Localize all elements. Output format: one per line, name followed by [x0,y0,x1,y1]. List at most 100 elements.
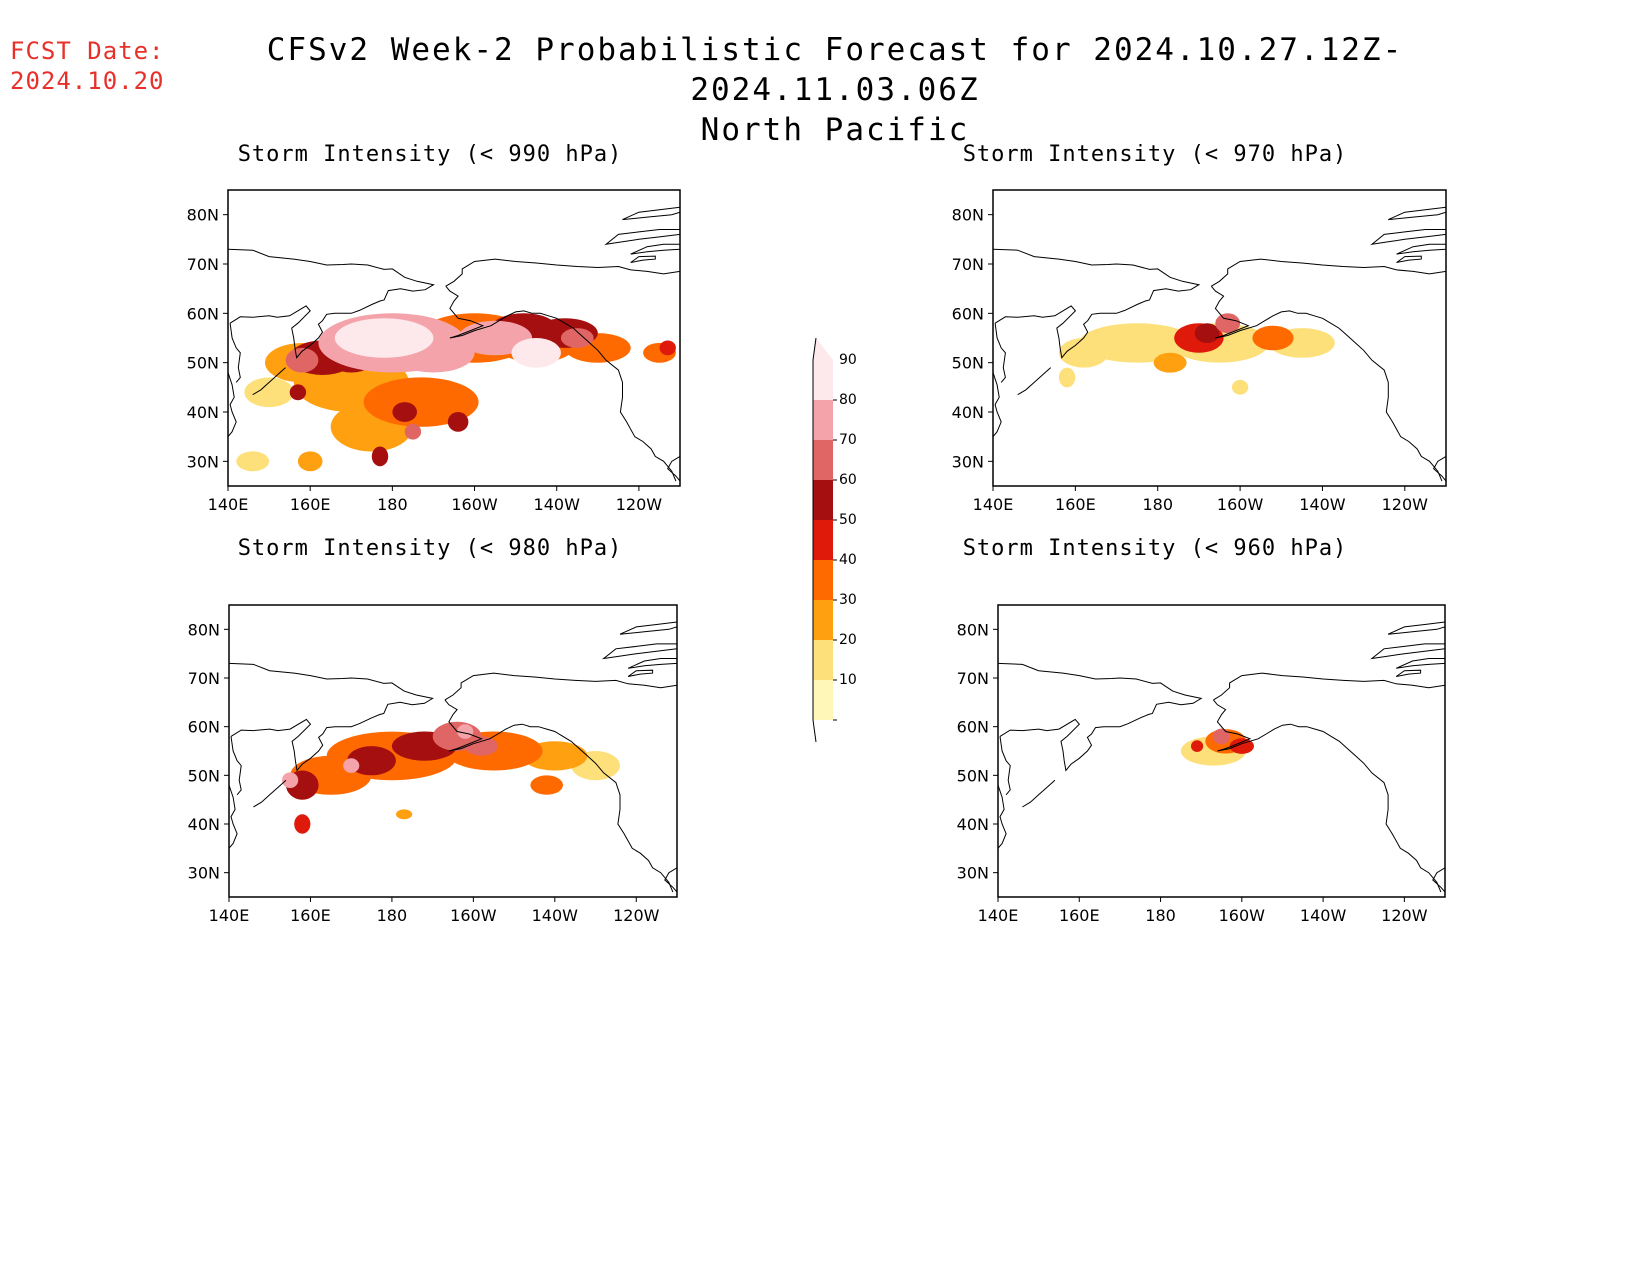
coastline [1210,285,1443,482]
lat-tick-label: 70N [952,255,984,274]
map-panel-990: 80N 70N 60N 50N 40N 30N 140E 160E 180 160W 140W 120… [187,189,681,514]
probability-area [347,746,396,776]
probability-area [530,775,563,795]
probability-area [659,340,676,356]
colorbar-segment [813,680,833,720]
coastline [664,867,677,893]
colorbar-segment [813,440,833,480]
probability-area [244,377,294,408]
island-outline [1370,229,1446,246]
colorbar-bottom-cap [813,720,833,742]
lon-tick-label: 160E [290,495,331,514]
island-outline [630,243,680,255]
probability-area [236,451,270,472]
main-title: CFSv2 Week-2 Probabilistic Forecast for … [266,32,1404,108]
coastline [1213,699,1442,893]
colorbar-segment [813,360,833,400]
probability-area [447,412,469,432]
map-panel-970: 80N 70N 60N 50N 40N 30N 140E 160E 180 160W 140W 120… [952,189,1447,514]
map-frame [997,604,1446,898]
coastline [1432,455,1446,482]
colorbar-label: 80 [839,392,857,408]
colorbar-segment [813,560,833,600]
lat-tick-label: 80N [188,620,220,639]
coastline [1022,779,1056,808]
panel-title-990: Storm Intensity (< 990 hPa) [237,142,623,167]
coastline [998,784,1007,849]
lat-tick-label: 80N [957,620,989,639]
lon-tick-label: 120W [613,906,660,925]
colorbar-segment [813,600,833,640]
coastline [229,662,434,772]
lon-tick-label: 120W [1382,495,1429,514]
probability-field-970 [993,206,1446,482]
coastline [993,372,1002,438]
lat-tick-label: 70N [188,669,220,688]
map-frame [227,189,681,487]
colorbar-segment [813,480,833,520]
probability-area [289,384,307,401]
coastline [667,455,680,482]
island-outline [1395,669,1422,677]
lon-tick-label: 140W [532,906,579,925]
region-subtitle: North Pacific [700,112,970,148]
island-outline [1388,206,1446,221]
probability-area [511,338,561,368]
map-panel-960: 80N 70N 60N 50N 40N 30N 140E 160E 180 160W 140W 120… [957,604,1446,925]
page-title: CFSv2 Week-2 Probabilistic Forecast for … [185,30,1485,150]
lat-tick-label: 30N [188,864,220,883]
coastline [444,672,677,701]
colorbar-label: 70 [839,432,857,448]
colorbar-label: 50 [839,512,857,528]
colorbar-label: 40 [839,552,857,568]
lat-tick-label: 40N [188,815,220,834]
colorbar-label: 20 [839,632,857,648]
colorbar-label: 60 [839,472,857,488]
probability-area [457,724,474,739]
island-outline [1387,621,1445,635]
lat-tick-label: 70N [957,669,989,688]
probability-area [1153,352,1187,373]
probability-area [371,446,389,467]
lon-tick-label: 180 [377,906,408,925]
probability-area [1058,338,1109,368]
coastline [1213,672,1445,701]
probability-area [404,423,422,440]
colorbar-label: 30 [839,592,857,608]
lat-tick-label: 40N [957,815,989,834]
probability-area [343,758,360,773]
lon-tick-label: 140W [1299,495,1346,514]
probability-area [294,814,311,834]
colorbar-top-cap [813,338,833,360]
island-outline [604,229,680,246]
probability-area [560,328,594,348]
panel-title-970: Storm Intensity (< 970 hPa) [962,142,1348,167]
lon-tick-label: 180 [377,495,408,514]
lon-tick-label: 140W [534,495,581,514]
lon-tick-label: 160E [290,906,331,925]
colorbar: 90 80 70 60 50 40 30 20 10 [812,337,857,743]
map-panel-980: 80N 70N 60N 50N 40N 30N 140E 160E 180 160W 140W 120… [188,604,678,925]
lon-tick-label: 140E [209,906,250,925]
colorbar-segment [813,640,833,680]
lon-tick-label: 160W [1217,495,1264,514]
island-outline [619,621,677,635]
coastline [445,285,677,482]
island-outline [601,643,677,660]
lon-tick-label: 140E [973,495,1014,514]
island-outline [627,669,654,677]
lon-tick-label: 120W [616,495,663,514]
coastline [1017,367,1052,396]
coastline [252,367,286,396]
colorbar-segment [813,400,833,440]
fcst-date-caption: FCST Date: [10,37,165,65]
coastline [230,736,242,796]
probability-area [282,772,299,788]
lat-tick-label: 80N [952,206,984,225]
probability-area [1194,323,1220,343]
probability-area [396,809,413,820]
coastline [994,323,1006,383]
forecast-date-label: FCST Date: 2024.10.20 [10,36,165,96]
lat-tick-label: 30N [952,452,984,471]
